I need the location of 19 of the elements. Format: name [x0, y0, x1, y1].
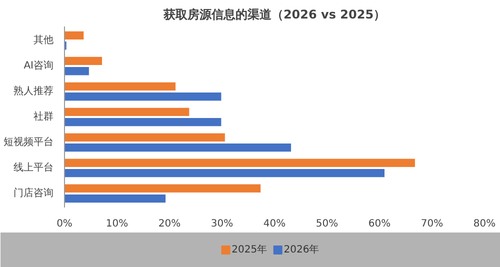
legend-label: 2026年 [284, 244, 320, 256]
y-tick-label: 熟人推荐 [14, 85, 54, 98]
x-tick-label: 70% [420, 218, 444, 230]
y-tick-label: 短视频平台 [4, 136, 54, 148]
y-tick-label: 社群 [34, 110, 54, 122]
x-tick-label: 60% [368, 218, 391, 230]
x-tick-label: 50% [316, 218, 338, 230]
y-tick-label: 其他 [34, 34, 54, 46]
x-tick-label: 20% [158, 218, 181, 230]
legend-label: 2025年 [232, 244, 268, 256]
x-tick-label: 80% [473, 218, 496, 230]
y-tick-label: AI咨询 [24, 60, 54, 72]
x-tick-label: 0% [56, 218, 72, 230]
chart-title: 获取房源信息的渠道（2026 vs 2025） [162, 8, 386, 22]
x-tick-label: 40% [263, 218, 286, 230]
x-tick-label: 10% [106, 218, 128, 230]
y-tick-label: 线上平台 [14, 161, 54, 174]
y-tick-label: 门店咨询 [14, 186, 54, 199]
x-tick-label: 30% [210, 218, 234, 230]
